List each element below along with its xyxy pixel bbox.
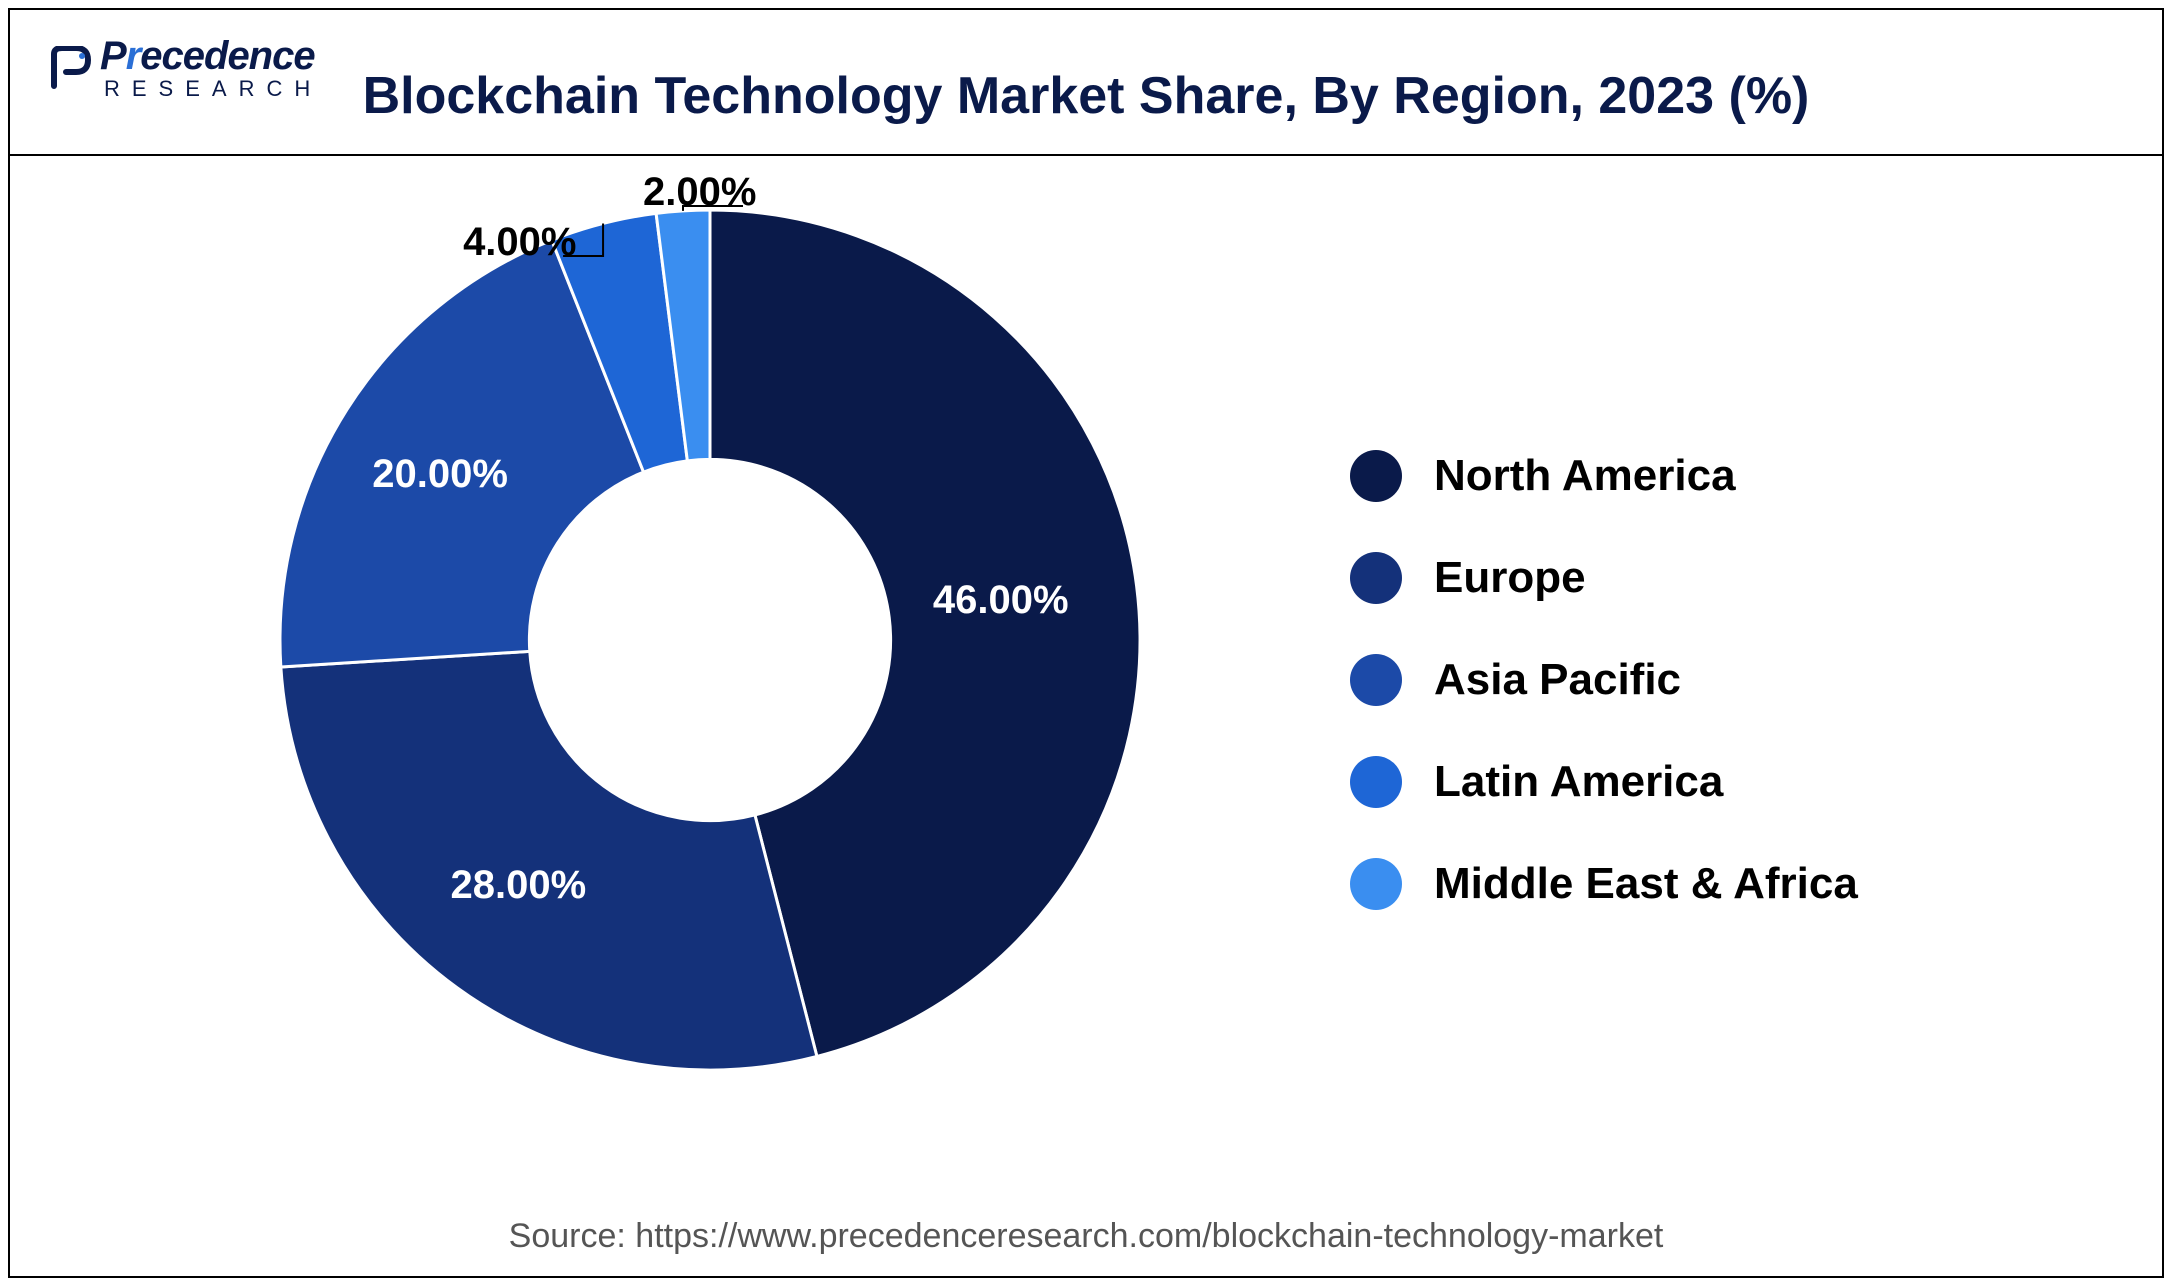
legend-label: North America <box>1434 451 1736 501</box>
donut-chart: 46.00% 28.00% 20.00% 4.00% 2.00% <box>260 170 1160 1070</box>
legend: North America Europe Asia Pacific Latin Ame… <box>1350 450 1858 910</box>
slice-value-label: 28.00% <box>451 863 587 908</box>
legend-swatch <box>1350 756 1402 808</box>
legend-label: Latin America <box>1434 757 1723 807</box>
donut-slice <box>281 651 817 1070</box>
legend-label: Europe <box>1434 553 1586 603</box>
legend-item: North America <box>1350 450 1858 502</box>
legend-item: Middle East & Africa <box>1350 858 1858 910</box>
legend-label: Middle East & Africa <box>1434 859 1858 909</box>
legend-label: Asia Pacific <box>1434 655 1681 705</box>
chart-title: Blockchain Technology Market Share, By R… <box>8 66 2164 126</box>
legend-swatch <box>1350 450 1402 502</box>
legend-item: Asia Pacific <box>1350 654 1858 706</box>
slice-value-label: 46.00% <box>933 578 1069 623</box>
source-line: Source: https://www.precedenceresearch.c… <box>0 1217 2172 1256</box>
legend-swatch <box>1350 858 1402 910</box>
legend-swatch <box>1350 654 1402 706</box>
slice-value-label: 2.00% <box>643 170 756 215</box>
legend-swatch <box>1350 552 1402 604</box>
legend-item: Europe <box>1350 552 1858 604</box>
slice-value-label: 20.00% <box>372 452 508 497</box>
legend-item: Latin America <box>1350 756 1858 808</box>
slice-value-label: 4.00% <box>463 220 576 265</box>
header-bar: Precedence RESEARCH Blockchain Technolog… <box>8 8 2164 156</box>
